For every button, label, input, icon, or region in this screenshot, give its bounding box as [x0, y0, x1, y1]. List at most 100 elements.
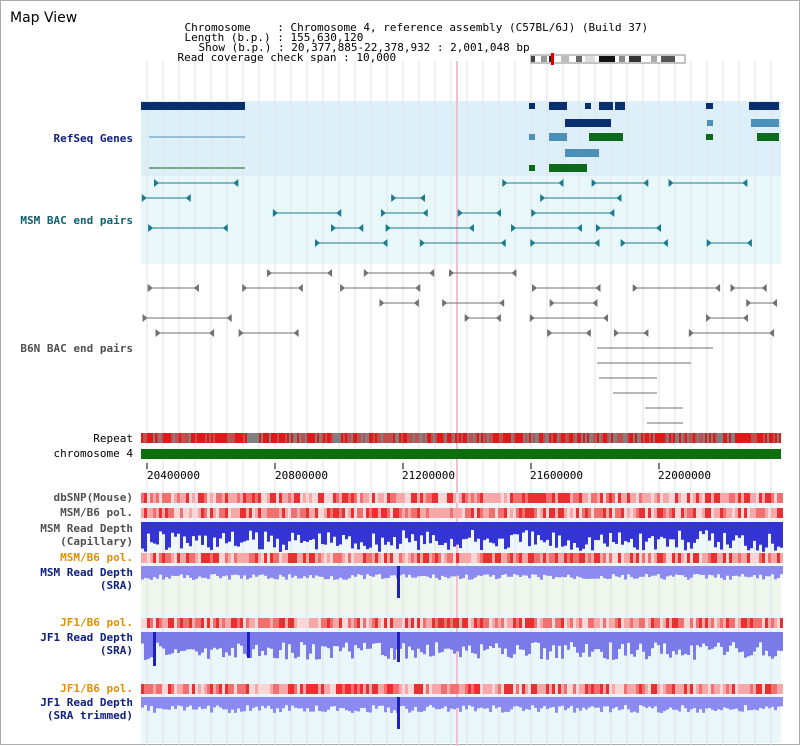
polymorphism-cell	[429, 553, 432, 563]
polymorphism-cell	[195, 553, 198, 563]
track-label-b6n-bac[interactable]: B6N BAC end pairs	[20, 342, 133, 355]
track-label-dbsnp[interactable]: dbSNP(Mouse)	[53, 491, 133, 504]
ideogram-band	[561, 56, 569, 62]
read-depth-bar	[198, 697, 201, 707]
polymorphism-cell	[315, 684, 318, 694]
polymorphism-cell	[699, 684, 702, 694]
read-depth-bar	[228, 632, 231, 656]
read-depth-bar	[741, 697, 744, 712]
polymorphism-cell	[450, 508, 453, 518]
read-depth-bar	[231, 566, 234, 575]
track-label-msm-read-cap[interactable]: MSM Read Depth	[40, 522, 133, 535]
polymorphism-cell	[576, 553, 579, 563]
read-depth-bar	[711, 697, 714, 710]
read-depth-bar	[186, 566, 189, 576]
read-depth-bar	[276, 697, 279, 709]
polymorphism-cell	[558, 508, 561, 518]
read-depth-bar	[282, 697, 285, 709]
polymorphism-cell	[657, 508, 660, 518]
polymorphism-cell	[426, 508, 429, 518]
polymorphism-cell	[363, 493, 366, 503]
polymorphism-cell	[375, 508, 378, 518]
polymorphism-cell	[669, 553, 672, 563]
track-label-msm-b6-pol[interactable]: MSM/B6 pol.	[60, 506, 133, 519]
track-label-jf1-read-trim[interactable]: JF1 Read Depth	[40, 696, 133, 709]
repeat-segment	[597, 433, 599, 443]
repeat-segment	[415, 433, 417, 443]
polymorphism-cell	[774, 508, 777, 518]
read-depth-bar	[636, 697, 639, 713]
polymorphism-cell	[537, 508, 540, 518]
read-depth-bar	[678, 566, 681, 575]
track-label-msm-read-sra[interactable]: MSM Read Depth	[40, 566, 133, 579]
polymorphism-cell	[759, 553, 762, 563]
polymorphism-cell	[294, 508, 297, 518]
read-depth-bar	[408, 566, 411, 575]
read-depth-bar	[774, 522, 777, 551]
track-label-jf1-b6-pol[interactable]: JF1/B6 pol.	[60, 616, 133, 629]
polymorphism-cell	[318, 553, 321, 563]
polymorphism-cell	[486, 618, 489, 628]
read-depth-bar	[207, 632, 210, 659]
read-depth-bar	[630, 697, 633, 713]
read-depth-bar	[567, 566, 570, 575]
polymorphism-cell	[186, 553, 189, 563]
polymorphism-cell	[153, 684, 156, 694]
read-depth-bar	[189, 566, 192, 578]
repeat-segment	[611, 433, 613, 443]
repeat-segment	[217, 433, 219, 443]
bac-end	[209, 329, 215, 337]
read-depth-bar	[564, 522, 567, 546]
polymorphism-cell	[252, 553, 255, 563]
polymorphism-cell	[765, 684, 768, 694]
refseq-gene	[707, 120, 713, 126]
read-depth-bar	[501, 632, 504, 655]
polymorphism-cell	[690, 508, 693, 518]
track-label-refseq[interactable]: RefSeq Genes	[53, 132, 133, 145]
read-depth-bar	[423, 566, 426, 576]
polymorphism-cell	[753, 618, 756, 628]
read-depth-bar	[285, 522, 288, 551]
read-depth-bar	[285, 632, 288, 660]
read-depth-bar	[264, 632, 267, 656]
polymorphism-cell	[171, 618, 174, 628]
read-depth-bar	[159, 522, 162, 532]
polymorphism-cell	[693, 493, 696, 503]
polymorphism-cell	[606, 618, 609, 628]
read-depth-bar	[678, 697, 681, 712]
read-depth-bar	[201, 566, 204, 578]
track-label-jf1-read-sra[interactable]: JF1 Read Depth	[40, 631, 133, 644]
bac-end	[620, 239, 626, 247]
polymorphism-cell	[297, 508, 300, 518]
polymorphism-cell	[699, 553, 702, 563]
track-label-msm-b6-pol-2[interactable]: MSM/B6 pol.	[60, 551, 133, 564]
polymorphism-cell	[765, 508, 768, 518]
polymorphism-cell	[420, 493, 423, 503]
read-depth-bar	[189, 632, 192, 650]
polymorphism-cell	[687, 684, 690, 694]
read-depth-bar	[762, 697, 765, 709]
read-depth-bar	[363, 566, 366, 579]
polymorphism-cell	[258, 684, 261, 694]
polymorphism-cell	[432, 553, 435, 563]
polymorphism-cell	[567, 618, 570, 628]
polymorphism-cell	[369, 553, 372, 563]
read-depth-bar	[198, 566, 201, 577]
read-depth-bar	[306, 697, 309, 709]
repeat-segment	[337, 433, 339, 443]
read-depth-bar	[420, 697, 423, 713]
polymorphism-cell	[312, 684, 315, 694]
read-depth-bar	[258, 697, 261, 711]
polymorphism-cell	[741, 508, 744, 518]
read-depth-bar	[312, 522, 315, 540]
read-depth-bar	[438, 632, 441, 653]
polymorphism-cell	[246, 508, 249, 518]
read-depth-bar	[141, 632, 144, 644]
polymorphism-cell	[441, 493, 444, 503]
track-label-jf1-b6-pol-2[interactable]: JF1/B6 pol.	[60, 682, 133, 695]
read-depth-bar	[489, 632, 492, 647]
track-label-repeat[interactable]: Repeat	[93, 432, 133, 445]
read-depth-bar	[162, 522, 165, 535]
track-label-msm-bac[interactable]: MSM BAC end pairs	[20, 214, 133, 227]
